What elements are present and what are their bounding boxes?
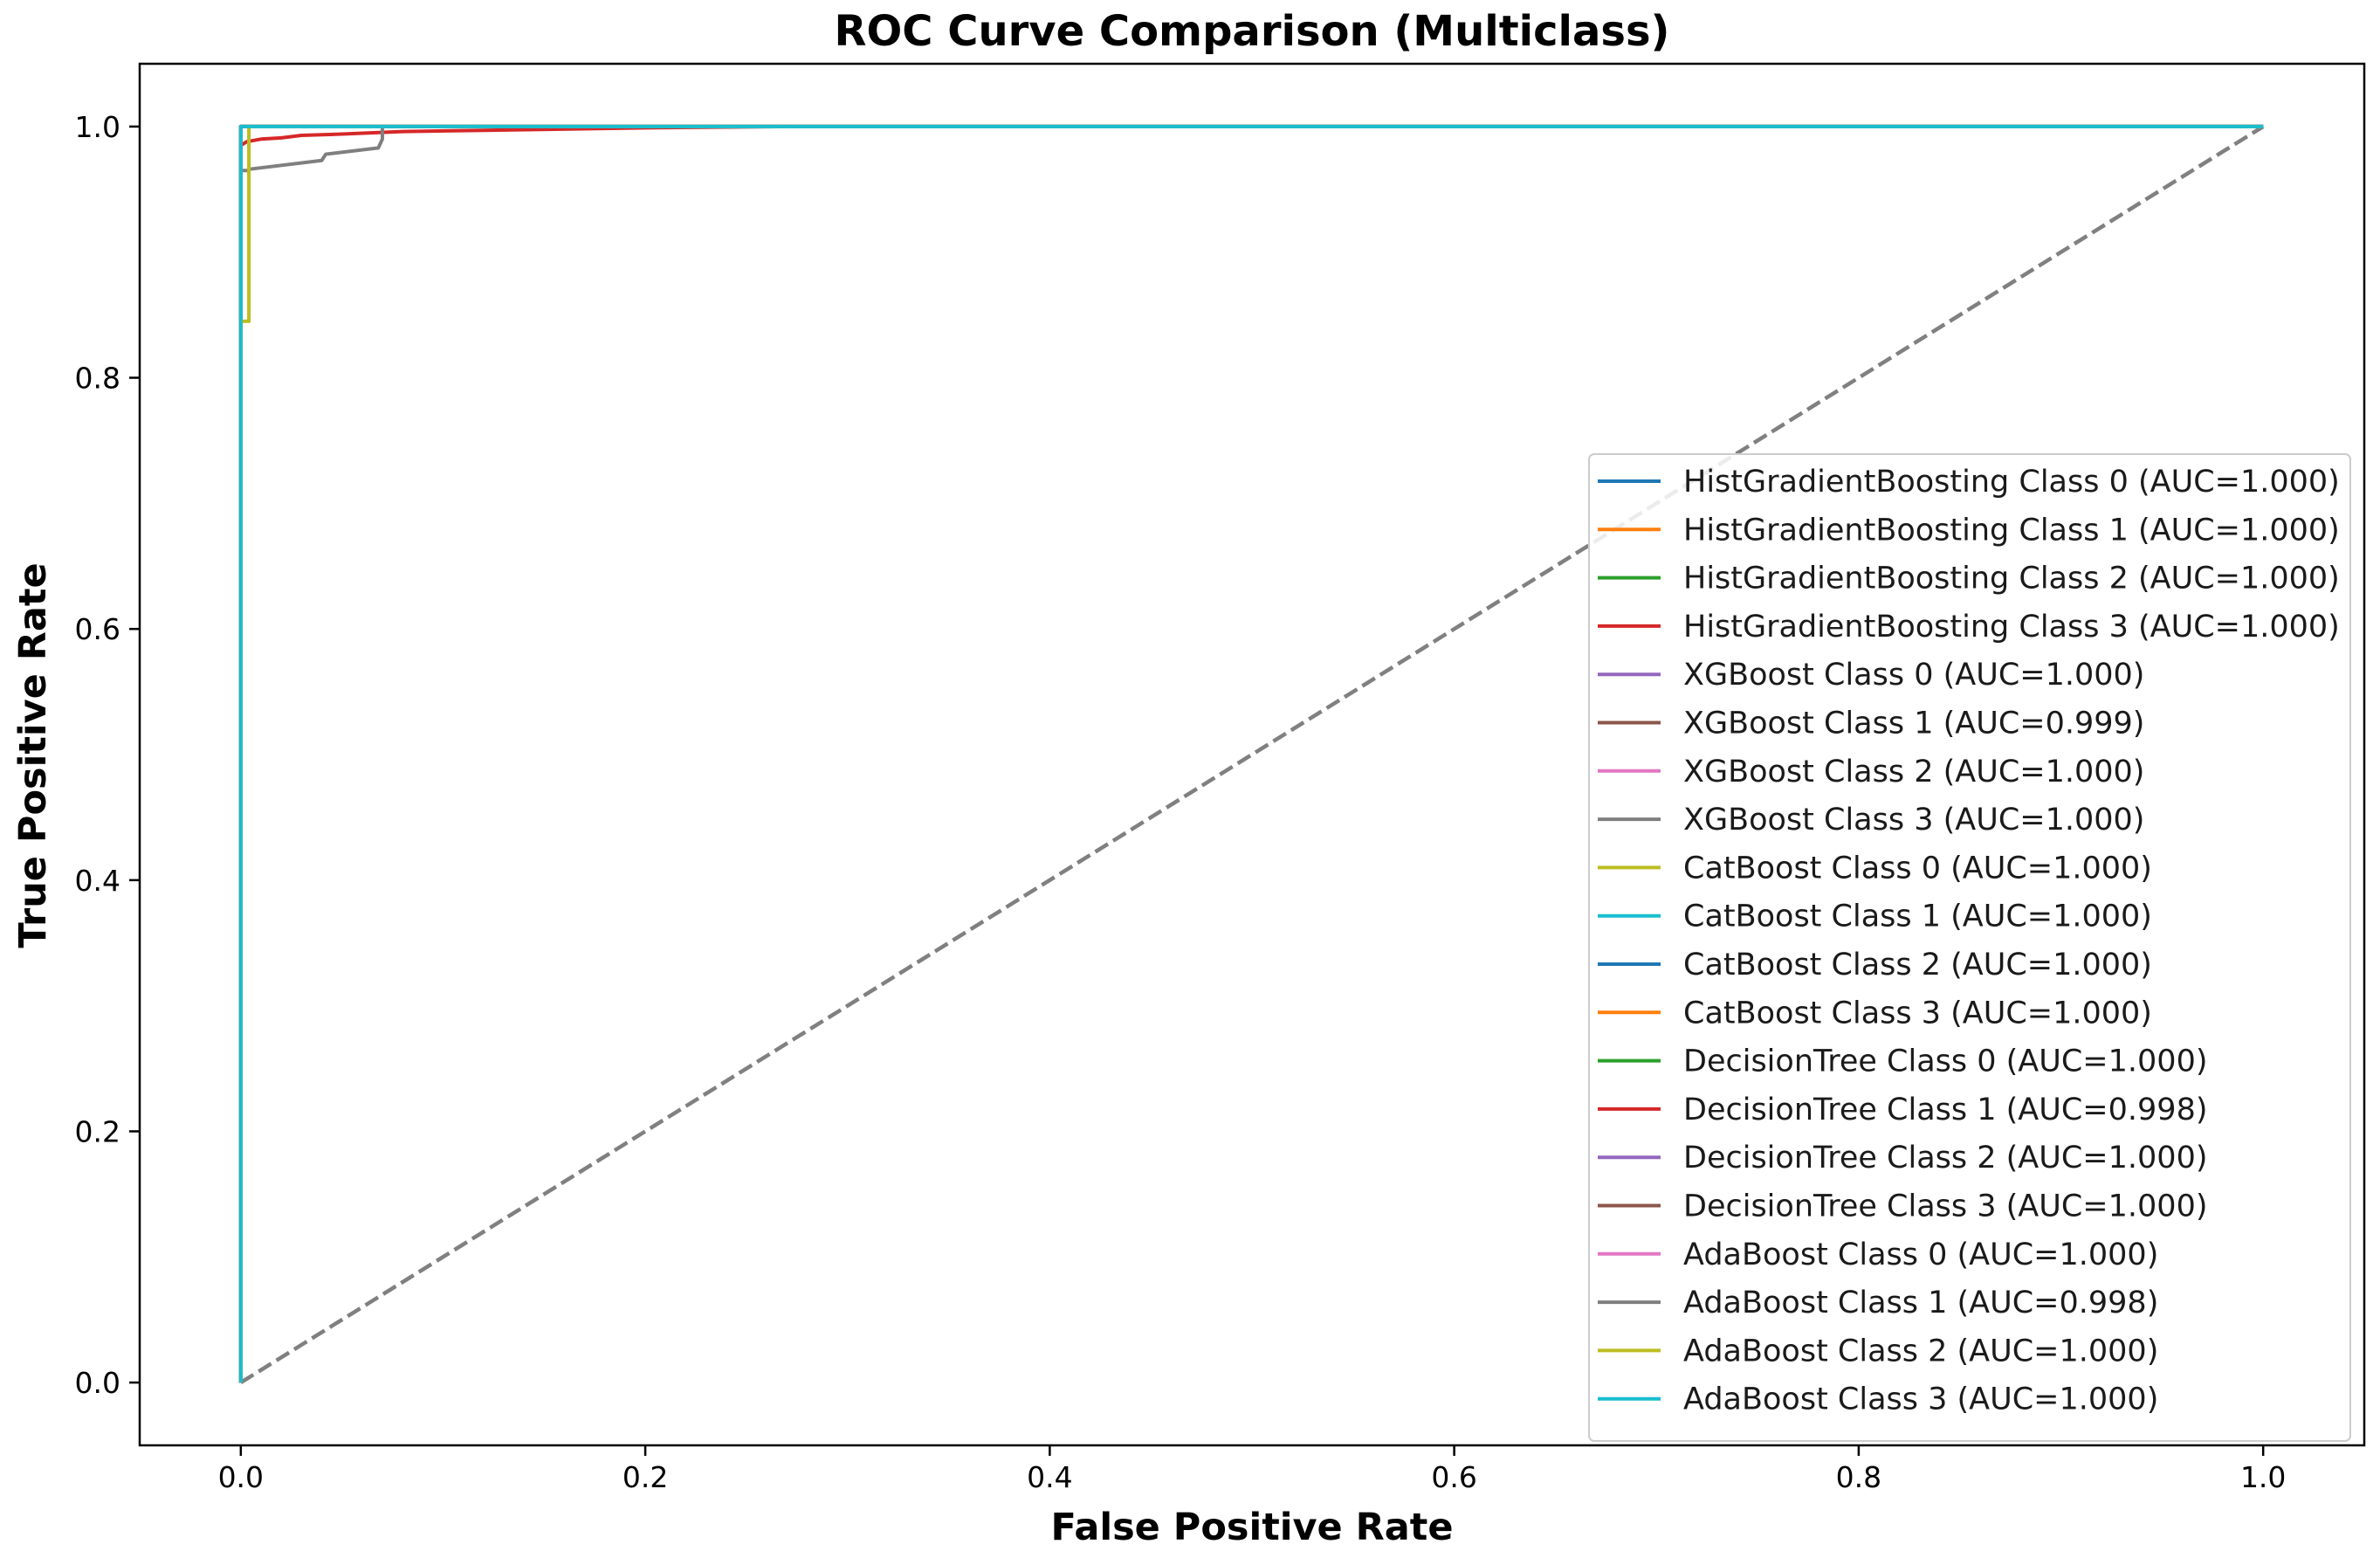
legend-entry-label: AdaBoost Class 0 (AUC=1.000) (1683, 1237, 2158, 1272)
plot-area (238, 124, 2265, 1385)
legend-entry-label: HistGradientBoosting Class 3 (AUC=1.000) (1683, 610, 2340, 645)
chart-title: ROC Curve Comparison (Multiclass) (835, 7, 1670, 56)
x-tick-label: 0.4 (1027, 1460, 1072, 1494)
legend-entry-label: CatBoost Class 0 (AUC=1.000) (1683, 851, 2152, 886)
y-tick-label: 0.4 (75, 864, 120, 898)
x-tick-label: 0.2 (623, 1460, 668, 1494)
legend-entry-label: HistGradientBoosting Class 2 (AUC=1.000) (1683, 562, 2340, 596)
plot-frame (138, 62, 2366, 1447)
legend-entry-label: XGBoost Class 0 (AUC=1.000) (1683, 658, 2144, 693)
legend-entry-label: DecisionTree Class 1 (AUC=0.998) (1683, 1093, 2208, 1127)
legend-entry-label: CatBoost Class 3 (AUC=1.000) (1683, 996, 2152, 1031)
legend-entry-label: HistGradientBoosting Class 0 (AUC=1.000) (1683, 465, 2340, 500)
y-tick-label: 1.0 (75, 110, 120, 144)
y-tick-label: 0.2 (75, 1114, 120, 1148)
legend-entry-label: XGBoost Class 3 (AUC=1.000) (1683, 803, 2144, 838)
legend-entry-label: AdaBoost Class 3 (AUC=1.000) (1683, 1382, 2158, 1417)
legend-entry-label: XGBoost Class 1 (AUC=0.999) (1683, 707, 2144, 741)
x-axis-label: False Positive Rate (1050, 1506, 1453, 1549)
roc-series-line-19 (238, 124, 2264, 1383)
axis-ticks: 0.0 0.2 0.4 0.6 0.8 1.0 0.0 0.2 0.4 0.6 0.8 1.0 (75, 110, 2287, 1494)
legend-box (1588, 453, 2351, 1442)
legend-entry-label: AdaBoost Class 1 (AUC=0.998) (1683, 1286, 2158, 1320)
x-tick-label: 1.0 (2240, 1460, 2286, 1494)
x-tick-label: 0.0 (218, 1460, 264, 1494)
legend-entry-label: CatBoost Class 1 (AUC=1.000) (1683, 900, 2152, 934)
legend-entry-label: AdaBoost Class 2 (AUC=1.000) (1683, 1334, 2158, 1368)
legend-entry-label: DecisionTree Class 0 (AUC=1.000) (1683, 1044, 2208, 1079)
y-tick-label: 0.0 (75, 1366, 120, 1400)
y-tick-label: 0.8 (75, 362, 120, 396)
x-tick-label: 0.6 (1431, 1460, 1476, 1494)
y-axis-label: True Positive Rate (11, 562, 55, 948)
legend-entry-label: DecisionTree Class 2 (AUC=1.000) (1683, 1141, 2208, 1175)
legend-entry-label: XGBoost Class 2 (AUC=1.000) (1683, 755, 2144, 789)
legend-entry-label: CatBoost Class 2 (AUC=1.000) (1683, 948, 2152, 982)
y-tick-label: 0.6 (75, 612, 120, 646)
legend-entry-label: HistGradientBoosting Class 1 (AUC=1.000) (1683, 513, 2340, 548)
x-tick-label: 0.8 (1836, 1460, 1881, 1494)
roc-series-line-17 (238, 124, 2264, 1383)
legend-entry-label: DecisionTree Class 3 (AUC=1.000) (1683, 1189, 2208, 1224)
legend: HistGradientBoosting Class 0 (AUC=1.000)… (1588, 453, 2351, 1442)
diagonal-reference-line (239, 124, 2265, 1385)
